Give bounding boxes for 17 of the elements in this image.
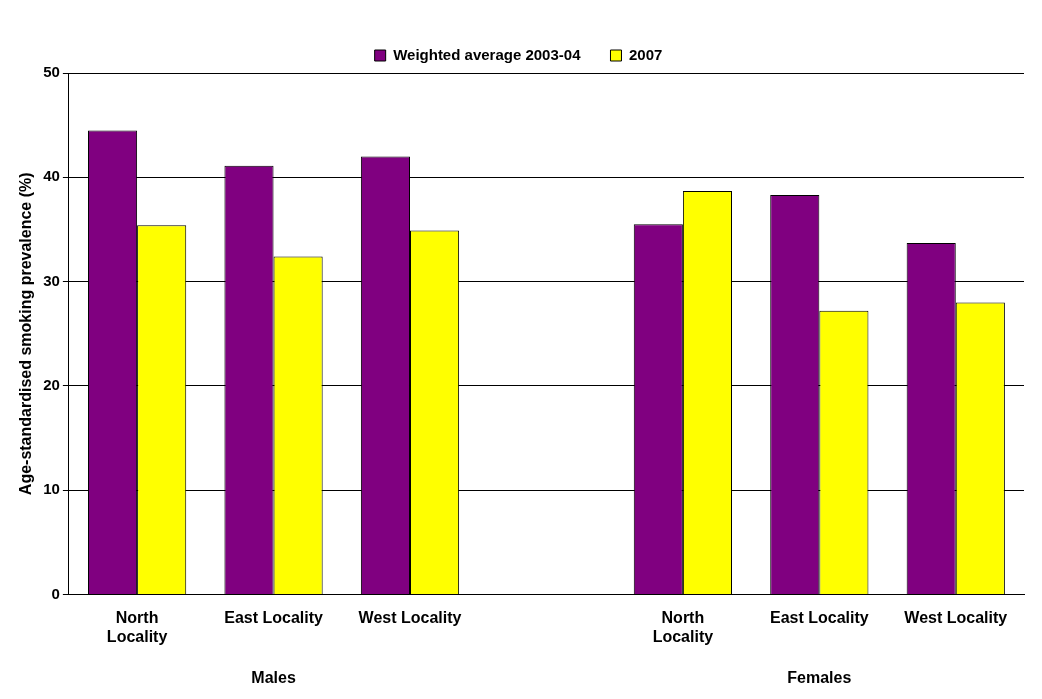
y-tick-label: 50 xyxy=(43,63,60,81)
text: Males xyxy=(251,669,296,687)
text: Females xyxy=(787,669,852,687)
x-tick-label: North Locality xyxy=(106,608,168,645)
x-tick-label: East Locality xyxy=(224,608,324,626)
x-tick-label: North Locality xyxy=(652,608,714,645)
x-tick-label: West Locality xyxy=(358,608,462,626)
y-tick-label: 40 xyxy=(43,167,60,185)
y-tick-label: 10 xyxy=(43,480,60,498)
legend-label: 2007 xyxy=(628,45,663,63)
x-tick-label: West Locality xyxy=(904,608,1008,626)
y-axis-title: Age-standardised smoking prevalence (%) xyxy=(17,172,35,496)
y-tick-label: 0 xyxy=(51,584,60,602)
x-tick-label: East Locality xyxy=(769,608,869,626)
y-tick-label: 20 xyxy=(43,376,60,394)
y-tick-label: 30 xyxy=(43,271,60,289)
legend-label: Weighted average 2003-04 xyxy=(393,45,582,63)
